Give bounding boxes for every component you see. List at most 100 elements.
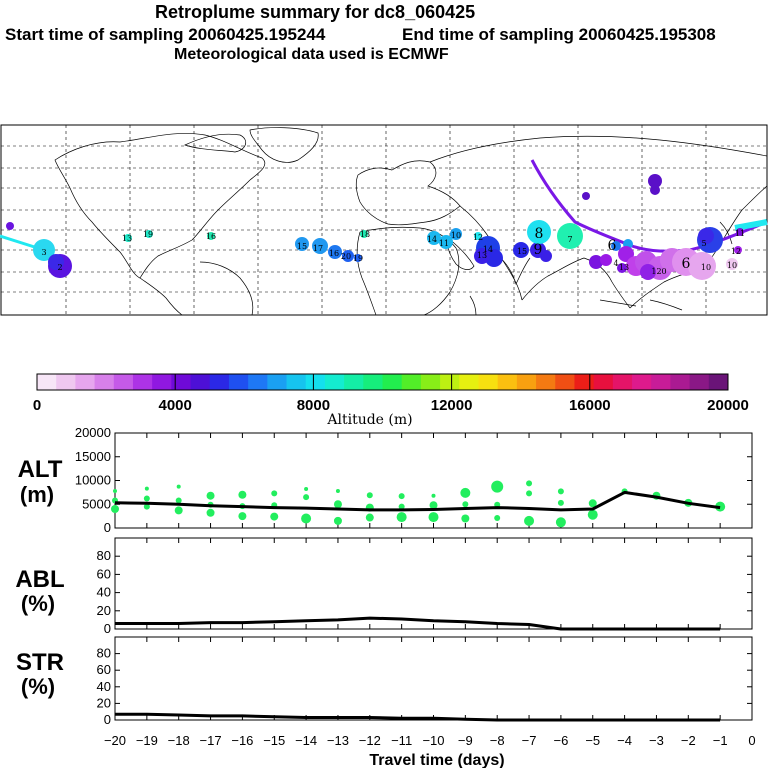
colorbar-cell [132,374,153,390]
alt-scatter-point [557,499,564,506]
map-marker-label: 10 [451,231,461,240]
x-tick-label: −8 [490,733,505,748]
alt-scatter-point [396,512,407,523]
map-marker [734,246,742,254]
abl-ytick-label: 40 [97,585,111,600]
alt-scatter-point [526,490,533,497]
map-marker-label: 19 [353,254,363,263]
x-axis-label: Travel time (days) [369,752,504,768]
colorbar-cell [478,374,499,390]
map-marker [474,232,482,240]
alt-scatter-point [491,480,504,493]
colorbar-frame [36,373,729,391]
map-marker [527,220,551,244]
colorbar-cell [497,374,518,390]
map-marker-label: 12 [731,247,741,256]
map-marker-label: 15 [517,247,527,256]
map-marker [48,254,64,270]
x-tick-label: −4 [617,733,632,748]
x-tick-label: −20 [104,733,126,748]
alt-scatter-point [494,515,501,522]
colorbar-cell [152,374,172,390]
alt-ytick-label: 15000 [75,449,111,464]
map-marker [354,254,362,262]
alt-scatter-point [238,512,247,521]
map-marker [513,242,529,258]
end-time-label: End time of sampling 20060425.195308 [402,25,716,44]
map-marker [328,245,342,259]
x-tick-label: −5 [585,733,600,748]
map-marker-label: 13 [477,251,487,260]
abl-ytick-label: 60 [97,566,111,581]
abl-ytick-label: 0 [104,621,111,636]
str-ytick-label: 80 [97,646,111,661]
colorbar-cell [324,374,345,390]
x-tick-label: −6 [553,733,568,748]
alt-scatter-point [526,480,533,487]
colorbar-tick-label: 4000 [159,397,192,414]
map-marker [450,228,462,240]
abl-series-line [115,616,721,631]
colorbar-cell [228,374,249,390]
map-marker-label: 6 [682,256,691,272]
map-marker [640,264,656,280]
colorbar-cell [651,374,671,390]
x-tick-label: −14 [295,733,317,748]
alt-scatter-point [431,493,436,498]
x-tick-label: −19 [136,733,158,748]
alt-scatter-point [398,503,405,510]
map-marker-label: 6 [608,238,617,254]
alt-scatter-point [365,513,374,522]
map-marker [312,238,328,254]
trajectory-line [734,219,768,231]
map-marker [617,263,627,273]
alt-scatter-point [238,490,247,499]
colorbar-cell [420,374,441,390]
map-marker [342,250,354,262]
map-marker [726,258,738,270]
colorbar-cell [689,374,710,390]
x-tick-label: −1 [713,733,728,748]
colorbar-tick-label: 16000 [569,397,611,414]
map-marker [427,231,441,245]
alt-scatter-point [366,492,373,499]
colorbar-tick-label: 12000 [431,397,473,414]
map-marker-label: 12 [473,233,483,242]
alt-scatter-point [557,488,564,495]
abl-unit: (%) [21,591,55,616]
map-marker [688,252,716,280]
colorbar-cell [305,374,326,390]
alt-scatter-point [174,506,183,515]
alt-scatter-point [428,512,439,523]
colorbar-cell [536,374,556,390]
colorbar-cell [171,374,192,390]
str-ytick-label: 20 [97,695,111,710]
x-tick-label: −10 [422,733,444,748]
colorbar-cell [209,374,230,390]
str-ytick-label: 0 [104,712,111,727]
colorbar-cell [708,374,729,390]
map-frame [0,124,768,316]
x-tick-label: −13 [327,733,349,748]
met-data-label: Meteorological data used is ECMWF [174,46,449,63]
map-marker [648,174,662,188]
map-marker [360,230,368,238]
map-marker-label: 16 [329,249,339,258]
alt-scatter-point [143,495,150,502]
colorbar-cell [248,374,268,390]
colorbar-cell [382,374,403,390]
alt-scatter-point [143,503,150,510]
colorbar-cell [612,374,633,390]
map-marker-label: 120 [651,267,666,276]
colorbar-cell [632,374,652,390]
alt-scatter-point [429,501,438,510]
alt-scatter-point [461,514,470,523]
map-marker-label: 10 [701,263,711,272]
map-marker [33,239,55,261]
alt-scatter-point [587,509,598,520]
x-tick-label: −2 [681,733,696,748]
colorbar-cell [37,374,57,390]
map-marker [295,237,309,251]
